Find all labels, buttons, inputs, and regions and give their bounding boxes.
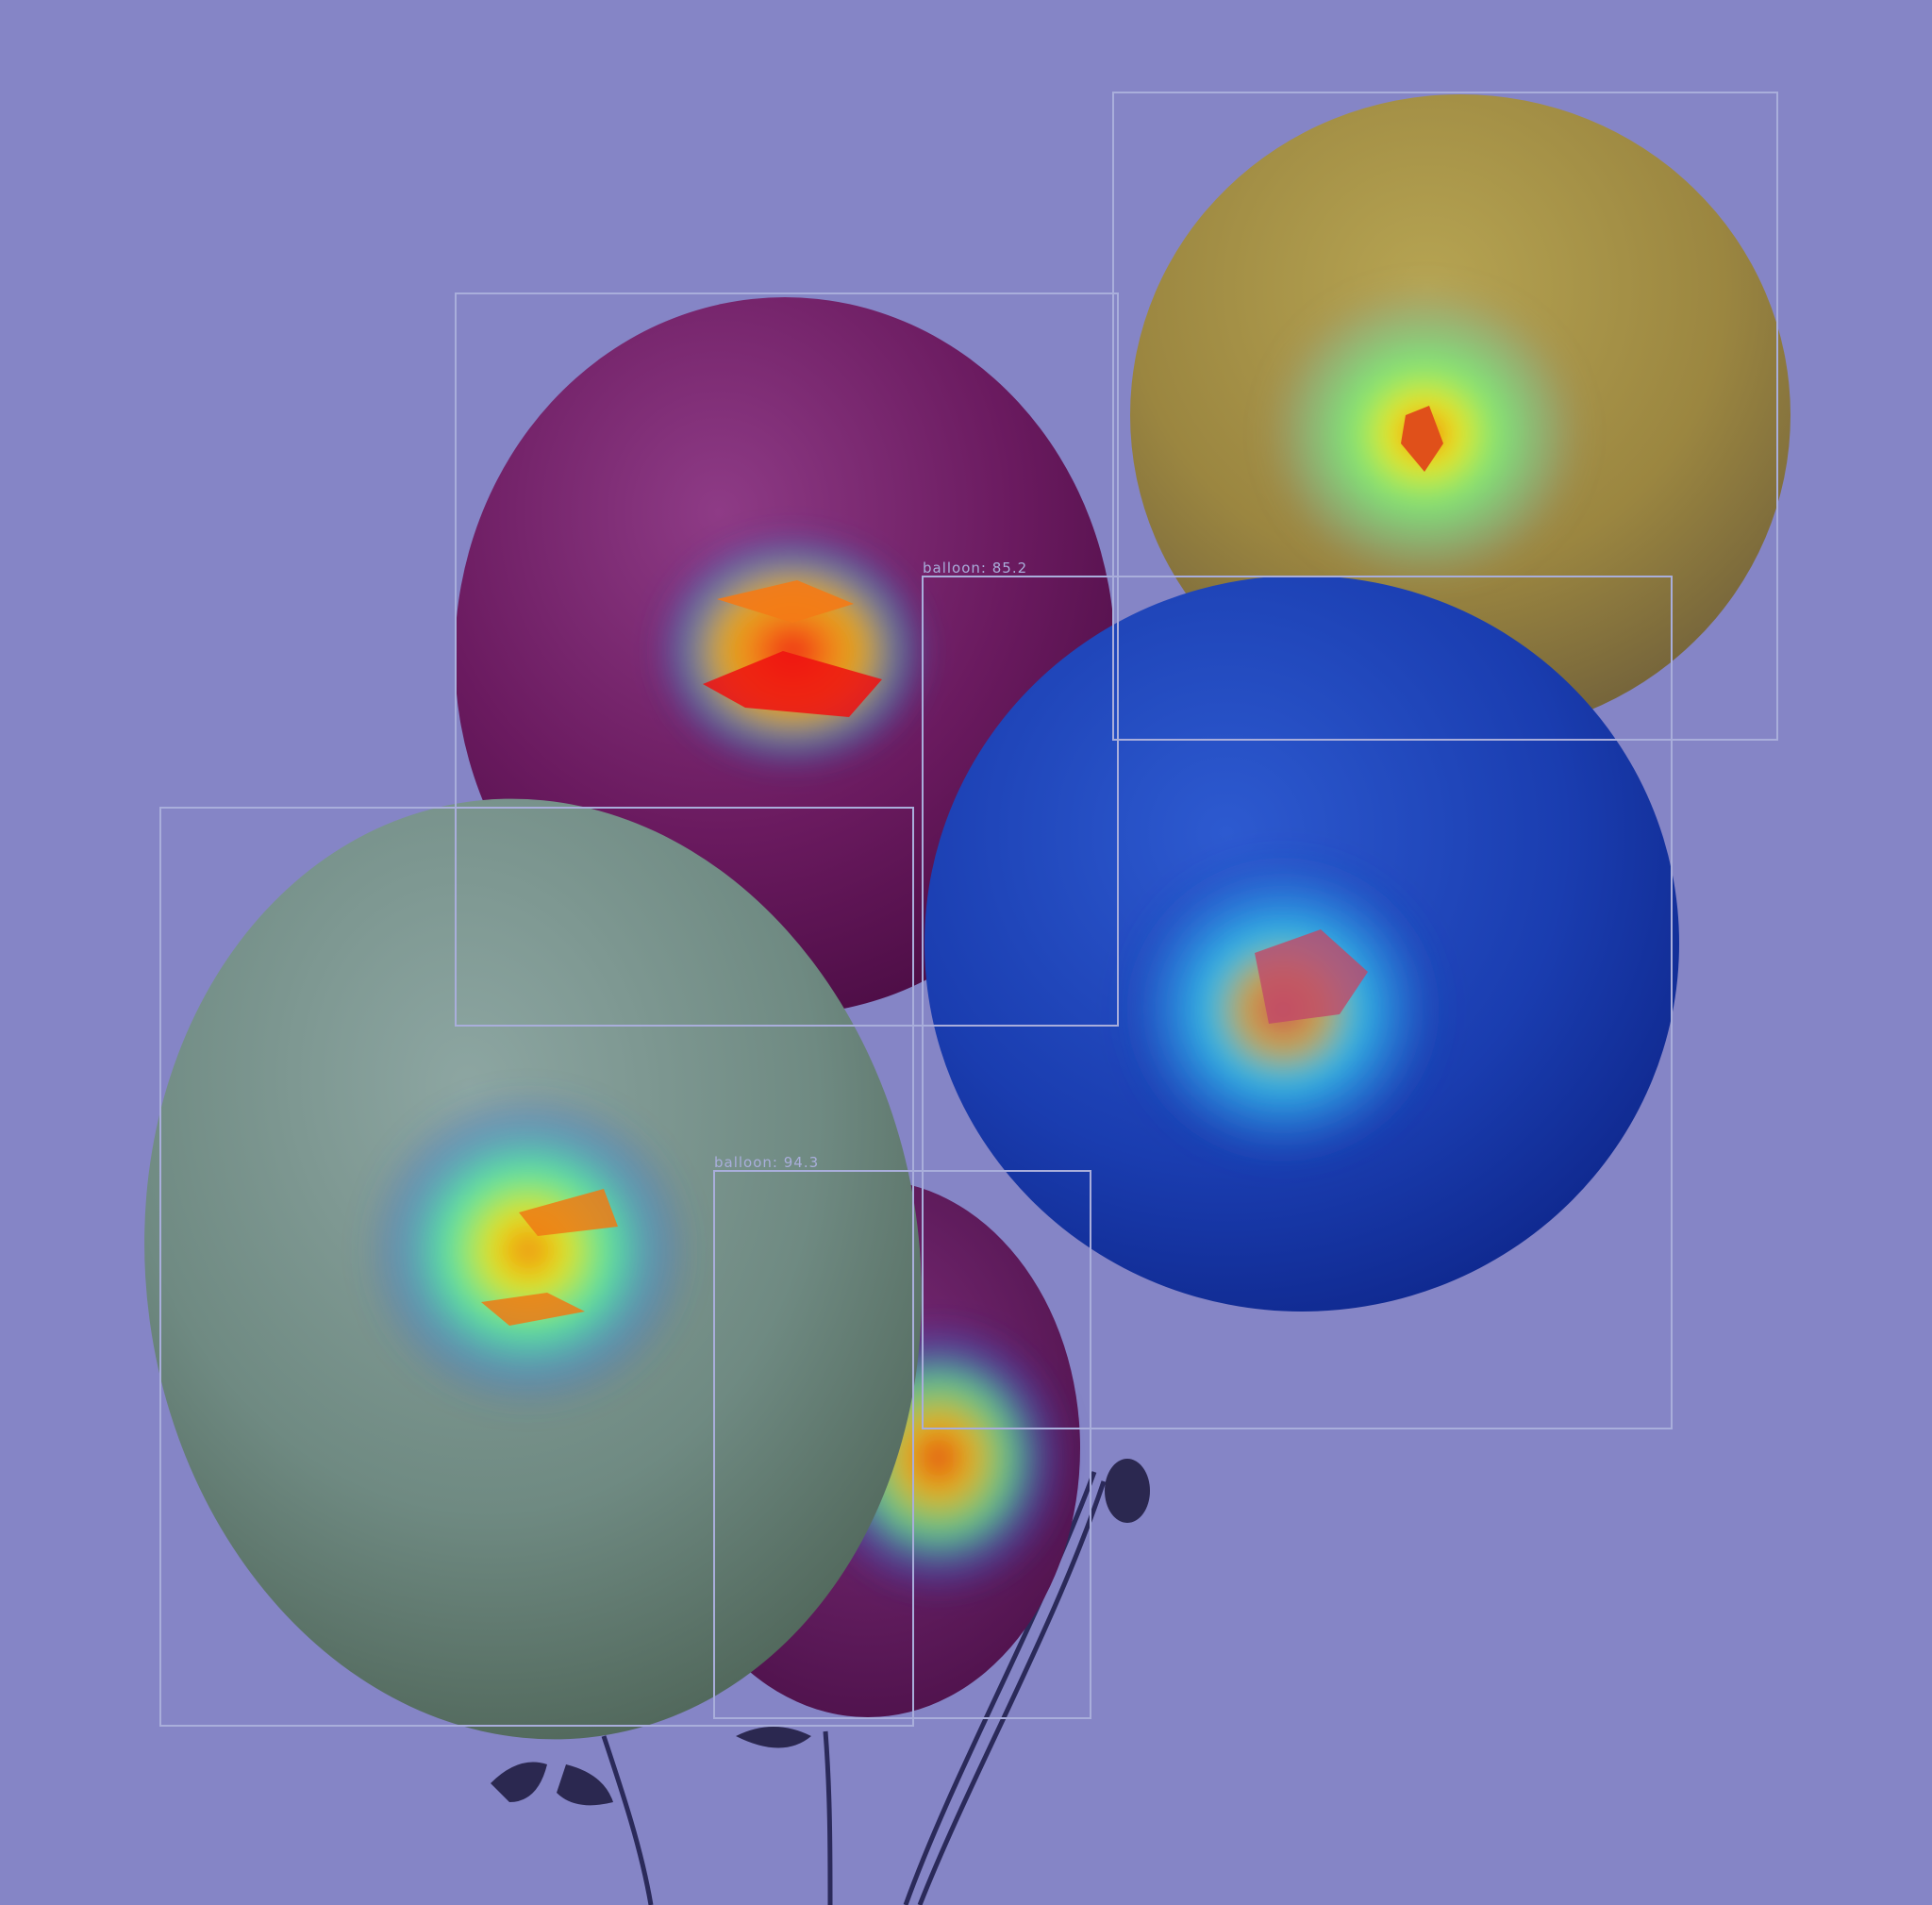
detection-box-yellow [1112, 92, 1778, 741]
detection-box-small [713, 1170, 1091, 1719]
balloon-strings [601, 1471, 1107, 1905]
detection-label-small: balloon: 94.3 [714, 1154, 819, 1171]
detection-box-blue [922, 576, 1673, 1429]
detection-label-blue: balloon: 85.2 [923, 560, 1027, 577]
balloon-knots [491, 1459, 1150, 1806]
balloon-blue [924, 576, 1679, 1312]
detection-box-green [159, 807, 914, 1727]
detection-boxes [159, 92, 1778, 1727]
detection-box-purple [455, 292, 1119, 1027]
balloon-green [144, 798, 922, 1740]
